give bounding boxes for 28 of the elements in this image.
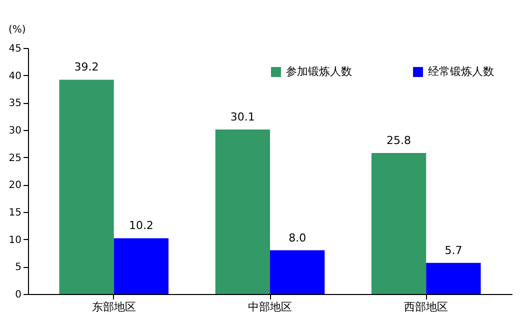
x-tick-label: 西部地区 — [404, 300, 448, 314]
bar — [426, 262, 481, 294]
bar — [59, 80, 114, 294]
legend-label: 参加锻炼人数 — [286, 65, 352, 78]
bar — [215, 129, 270, 294]
bar — [371, 152, 426, 294]
y-tick-label: 20 — [8, 180, 22, 192]
y-tick-label: 40 — [8, 70, 22, 82]
y-tick-label: 15 — [8, 208, 22, 218]
y-tick-label: 35 — [8, 98, 22, 110]
text: 39.2 — [74, 60, 99, 74]
text: 5.7 — [444, 244, 462, 257]
y-axis-title: (%) — [8, 24, 26, 36]
y-tick-label: 30 — [8, 126, 22, 136]
y-tick-label: 5 — [15, 262, 22, 274]
y-tick-label: 10 — [8, 234, 22, 246]
text: 30.1 — [230, 110, 255, 124]
legend-label: 经常锻炼人数 — [428, 65, 494, 78]
y-tick-label: 25 — [8, 152, 22, 164]
y-tick-label: 45 — [8, 44, 22, 54]
text: 10.2 — [128, 219, 154, 232]
text: 8.0 — [288, 231, 306, 244]
bar — [114, 238, 169, 294]
y-tick-label: 0 — [15, 290, 22, 300]
bar — [270, 250, 325, 294]
x-tick-label: 东部地区 — [92, 300, 136, 314]
text: 25.8 — [386, 134, 412, 147]
x-tick-label: 中部地区 — [248, 300, 292, 314]
